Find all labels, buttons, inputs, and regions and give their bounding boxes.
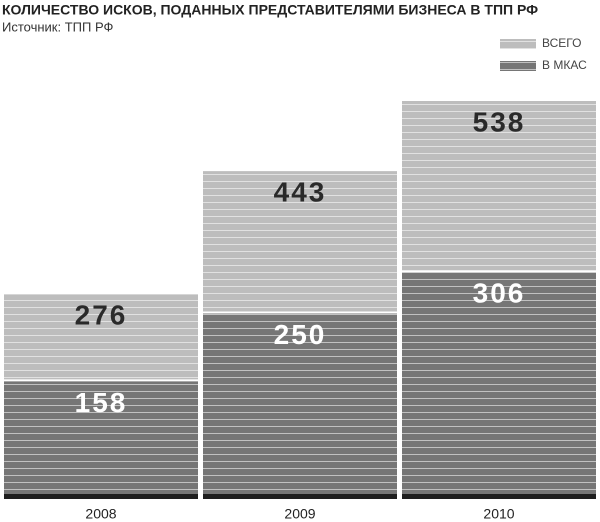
bar xyxy=(402,271,596,497)
x-tick-label: 2010 xyxy=(483,506,514,522)
legend-label: ВСЕГО xyxy=(542,36,581,50)
value-label: 250 xyxy=(274,319,327,350)
value-label: 158 xyxy=(75,387,128,418)
bar xyxy=(4,380,198,497)
bar xyxy=(203,312,397,497)
baseline xyxy=(4,494,198,499)
chart-title: КОЛИЧЕСТВО ИСКОВ, ПОДАННЫХ ПРЕДСТАВИТЕЛЯ… xyxy=(2,2,538,18)
baseline xyxy=(203,494,397,499)
baseline xyxy=(402,494,596,499)
value-label: 276 xyxy=(75,300,128,331)
value-label: 306 xyxy=(473,278,526,309)
value-label: 443 xyxy=(274,176,327,207)
x-tick-label: 2009 xyxy=(284,506,315,522)
legend-swatch xyxy=(500,39,536,49)
legend-swatch xyxy=(500,61,536,71)
legend-label: В МКАС xyxy=(542,58,587,72)
value-label: 538 xyxy=(473,106,526,137)
x-tick-label: 2008 xyxy=(85,506,116,522)
chart-subtitle: Источник: ТПП РФ xyxy=(2,19,113,34)
